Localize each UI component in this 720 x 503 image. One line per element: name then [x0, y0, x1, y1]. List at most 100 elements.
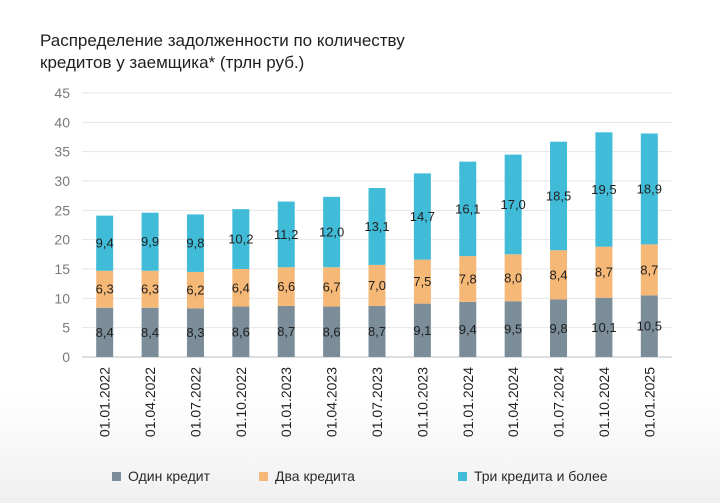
y-tick-label: 10: [54, 290, 70, 306]
data-label: 9,5: [504, 322, 522, 337]
data-label: 9,1: [413, 323, 431, 338]
legend-item: Один кредит: [112, 468, 210, 484]
data-label: 7,5: [413, 274, 431, 289]
legend-label: Два кредита: [275, 468, 355, 484]
bar-segment: [141, 307, 159, 357]
legend-item: Три кредита и более: [458, 468, 608, 484]
legend-swatch: [259, 471, 268, 481]
data-label: 8,3: [186, 325, 204, 340]
data-label: 8,4: [141, 325, 159, 340]
data-label: 14,7: [410, 209, 435, 224]
data-label: 19,5: [591, 182, 616, 197]
bar-segment: [323, 267, 341, 307]
y-tick-label: 30: [54, 173, 70, 189]
y-tick-label: 25: [54, 202, 70, 218]
bar-segment: [323, 306, 341, 357]
data-label: 16,1: [455, 201, 480, 216]
chart-title-line-2: кредитов у заемщика* (трлн руб.): [40, 53, 305, 72]
bar-segment: [504, 154, 522, 255]
bar-segment: [277, 305, 295, 357]
legend-swatch: [112, 471, 121, 481]
bar-segment: [232, 269, 250, 307]
data-label: 8,7: [277, 324, 295, 339]
data-labels: 8,4 6,3 9,4 8,4 6,3 9,9 8,3 6,2 9,8 8,6 6,4 10,2 8,7…: [96, 181, 662, 340]
bar-segment: [277, 267, 295, 306]
bar-segment: [550, 299, 568, 357]
data-label: 7,0: [368, 278, 386, 293]
bar-segment: [459, 301, 477, 357]
chart-title-line-1: Распределение задолженности по количеств…: [40, 31, 405, 50]
data-label: 9,4: [459, 322, 477, 337]
bar-segment: [595, 132, 613, 247]
bar-segment: [640, 295, 658, 357]
data-label: 18,9: [637, 181, 662, 196]
legend-swatch: [458, 471, 467, 481]
legend: Один кредит Два кредита Три кредита и боле…: [0, 468, 720, 488]
bar-segment: [96, 307, 114, 357]
chart-title: Распределение задолженности по количеств…: [40, 30, 460, 74]
x-tick-label: 01.07.2022: [187, 367, 203, 437]
x-tick-label: 01.07.2023: [369, 367, 385, 437]
data-label: 8,6: [323, 324, 341, 339]
data-label: 8,4: [549, 267, 567, 282]
bar-segment: [141, 270, 159, 308]
bar-segment: [550, 250, 568, 300]
x-tick-label: 01.10.2024: [596, 367, 612, 437]
bar-segment: [595, 246, 613, 298]
bar-segment: [186, 214, 204, 272]
bar-segment: [96, 270, 114, 308]
x-tick-label: 01.10.2022: [233, 367, 249, 437]
x-tick-label: 01.01.2024: [460, 367, 476, 437]
data-label: 12,0: [319, 225, 344, 240]
data-label: 17,0: [500, 197, 525, 212]
x-tick-label: 01.01.2025: [641, 367, 657, 437]
y-axis: 0 5 10 15 20 25 30 35 40 45: [54, 85, 70, 365]
data-label: 18,5: [546, 188, 571, 203]
data-label: 6,3: [141, 282, 159, 297]
data-label: 6,6: [277, 279, 295, 294]
y-tick-label: 35: [54, 144, 70, 160]
legend-label: Три кредита и более: [474, 468, 608, 484]
data-label: 10,1: [591, 320, 616, 335]
bar-segment: [640, 244, 658, 296]
data-label: 9,8: [186, 236, 204, 251]
data-label: 8,6: [232, 324, 250, 339]
bar-segment: [413, 303, 431, 357]
y-tick-label: 20: [54, 232, 70, 248]
bar-segment: [413, 173, 431, 260]
y-tick-label: 0: [62, 349, 70, 365]
x-tick-label: 01.10.2023: [414, 367, 430, 437]
bar-segment: [186, 308, 204, 357]
data-label: 6,3: [96, 282, 114, 297]
data-label: 8,7: [640, 262, 658, 277]
bar-segment: [96, 215, 114, 271]
bar-segment: [277, 201, 295, 268]
gridlines: [82, 92, 672, 358]
y-tick-label: 15: [54, 261, 70, 277]
data-label: 7,8: [459, 271, 477, 286]
bars: [96, 132, 658, 357]
x-tick-label: 01.07.2024: [551, 367, 567, 437]
data-label: 8,4: [96, 325, 114, 340]
bar-segment: [368, 264, 386, 306]
y-tick-label: 45: [54, 85, 70, 101]
data-label: 8,7: [595, 265, 613, 280]
x-tick-label: 01.01.2022: [97, 367, 113, 437]
data-label: 9,9: [141, 234, 159, 249]
x-tick-label: 01.04.2024: [505, 367, 521, 437]
bar-segment: [504, 254, 522, 302]
data-label: 6,7: [323, 279, 341, 294]
bar-segment: [504, 301, 522, 357]
bar-segment: [640, 133, 658, 245]
bar-segment: [323, 196, 341, 268]
bar-segment: [368, 188, 386, 265]
bar-segment: [232, 209, 250, 269]
data-label: 10,5: [637, 319, 662, 334]
bar-segment: [459, 161, 477, 257]
data-label: 10,2: [228, 232, 253, 247]
bar-segment: [413, 259, 431, 304]
y-tick-label: 5: [62, 320, 70, 336]
data-label: 8,0: [504, 270, 522, 285]
data-label: 11,2: [274, 227, 298, 242]
